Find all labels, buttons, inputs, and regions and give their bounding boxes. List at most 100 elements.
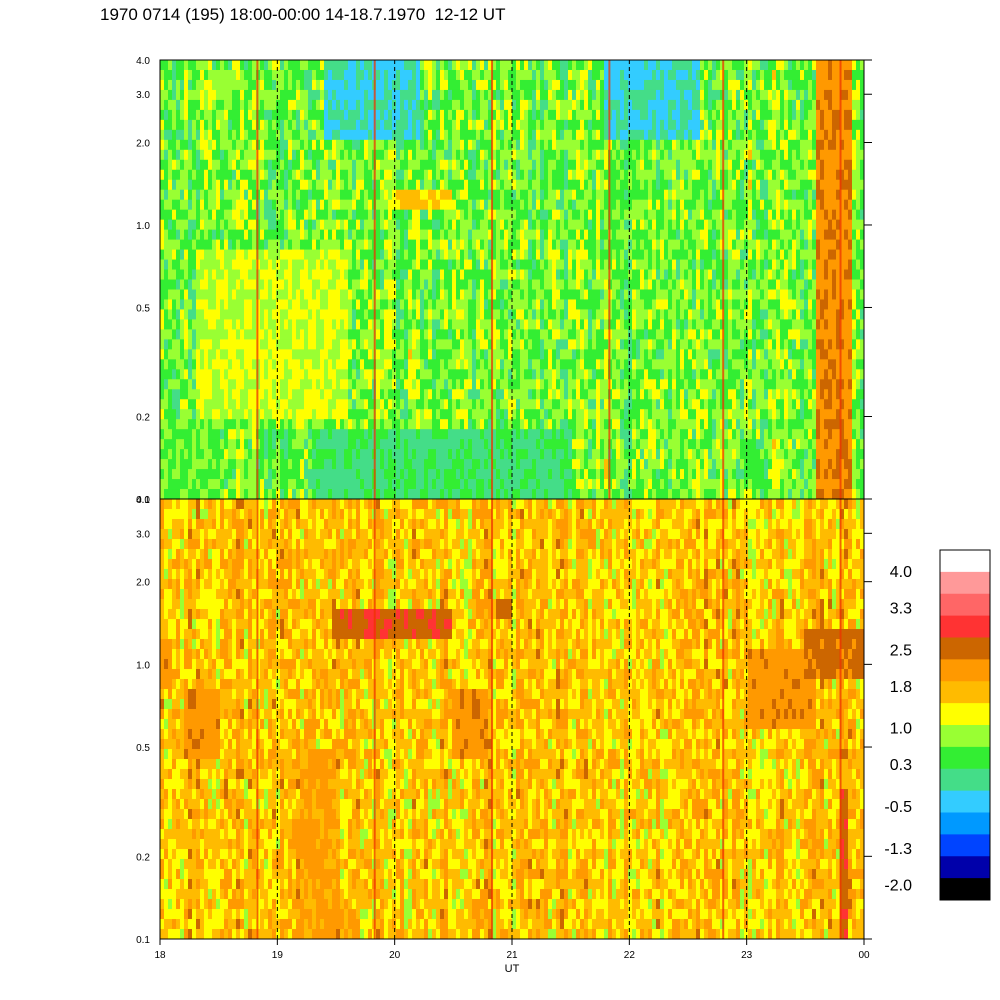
heatmap-cell [168, 289, 173, 301]
heatmap-cell [236, 119, 241, 131]
heatmap-cell [304, 199, 309, 211]
heatmap-cell [576, 109, 581, 121]
heatmap-cell [276, 349, 281, 360]
heatmap-cell [492, 429, 497, 440]
heatmap-cell [532, 169, 537, 181]
heatmap-cell [368, 459, 373, 470]
heatmap-cell [528, 249, 533, 261]
heatmap-cell [164, 249, 169, 261]
heatmap-cell [332, 289, 337, 301]
heatmap-cell [600, 99, 605, 111]
heatmap-cell [276, 229, 281, 241]
heatmap-cell [464, 189, 469, 201]
heatmap-cell [456, 209, 461, 221]
heatmap-cell [476, 479, 481, 490]
heatmap-cell [180, 169, 185, 181]
heatmap-cell [332, 159, 337, 171]
heatmap-cell [332, 469, 337, 480]
heatmap-cell [416, 149, 421, 161]
heatmap-cell [380, 369, 385, 380]
heatmap-cell [592, 339, 597, 350]
heatmap-cell [520, 379, 525, 390]
heatmap-cell [288, 339, 293, 350]
heatmap-cell [528, 379, 533, 390]
heatmap-cell [188, 229, 193, 241]
heatmap-cell [224, 209, 229, 221]
heatmap-cell [612, 239, 617, 251]
heatmap-cell [596, 129, 601, 141]
heatmap-cell [384, 149, 389, 161]
heatmap-cell [452, 259, 457, 271]
heatmap-cell [252, 209, 257, 221]
heatmap-cell [416, 159, 421, 171]
heatmap-cell [220, 189, 225, 201]
heatmap-cell [440, 179, 445, 191]
heatmap-cell [212, 60, 217, 71]
heatmap-cell [208, 399, 213, 410]
heatmap-cell [176, 319, 181, 330]
heatmap-cell [396, 279, 401, 291]
heatmap-cell [284, 479, 289, 490]
heatmap-cell [260, 339, 265, 350]
heatmap-cell [500, 459, 505, 470]
heatmap-cell [612, 199, 617, 211]
heatmap-cell [440, 129, 445, 141]
heatmap-cell [172, 169, 177, 181]
heatmap-cell [484, 459, 489, 470]
heatmap-cell [228, 149, 233, 161]
heatmap-cell [376, 219, 381, 231]
heatmap-cell [216, 60, 221, 71]
heatmap-cell [452, 149, 457, 161]
heatmap-cell [548, 399, 553, 410]
heatmap-cell [244, 99, 249, 111]
heatmap-cell [388, 459, 393, 470]
heatmap-cell [556, 129, 561, 141]
heatmap-cell [184, 429, 189, 440]
heatmap-cell [284, 249, 289, 261]
heatmap-cell [488, 469, 493, 480]
heatmap-cell [428, 419, 433, 430]
heatmap-cell [240, 119, 245, 131]
heatmap-cell [240, 469, 245, 480]
heatmap-cell [368, 149, 373, 161]
heatmap-cell [580, 419, 585, 430]
heatmap-cell [184, 449, 189, 460]
heatmap-cell [380, 339, 385, 350]
heatmap-cell [500, 469, 505, 480]
heatmap-cell [320, 479, 325, 490]
heatmap-cell [284, 349, 289, 360]
heatmap-cell [300, 269, 305, 281]
heatmap-cell [312, 349, 317, 360]
heatmap-cell [480, 459, 485, 470]
heatmap-cell [352, 339, 357, 350]
heatmap-cell [224, 439, 229, 450]
heatmap-cell [576, 339, 581, 350]
heatmap-cell [304, 169, 309, 181]
heatmap-cell [268, 69, 273, 81]
heatmap-cell [548, 469, 553, 480]
heatmap-cell [300, 259, 305, 271]
heatmap-cell [408, 259, 413, 271]
heatmap-cell [600, 439, 605, 450]
heatmap-cell [388, 309, 393, 321]
heatmap-cell [332, 179, 337, 191]
heatmap-cell [580, 259, 585, 271]
heatmap-cell [244, 60, 249, 71]
heatmap-cell [280, 239, 285, 251]
heatmap-cell [452, 249, 457, 261]
heatmap-cell [264, 79, 269, 91]
heatmap-cell [268, 349, 273, 360]
heatmap-cell [436, 489, 441, 499]
heatmap-cell [340, 389, 345, 400]
heatmap-cell [332, 99, 337, 111]
heatmap-cell [168, 459, 173, 470]
heatmap-cell [276, 139, 281, 151]
heatmap-cell [284, 359, 289, 370]
heatmap-cell [252, 459, 257, 470]
heatmap-cell [316, 249, 321, 261]
heatmap-cell [228, 309, 233, 321]
heatmap-cell [520, 249, 525, 261]
heatmap-cell [424, 139, 429, 151]
heatmap-cell [288, 409, 293, 420]
heatmap-cell [424, 339, 429, 350]
